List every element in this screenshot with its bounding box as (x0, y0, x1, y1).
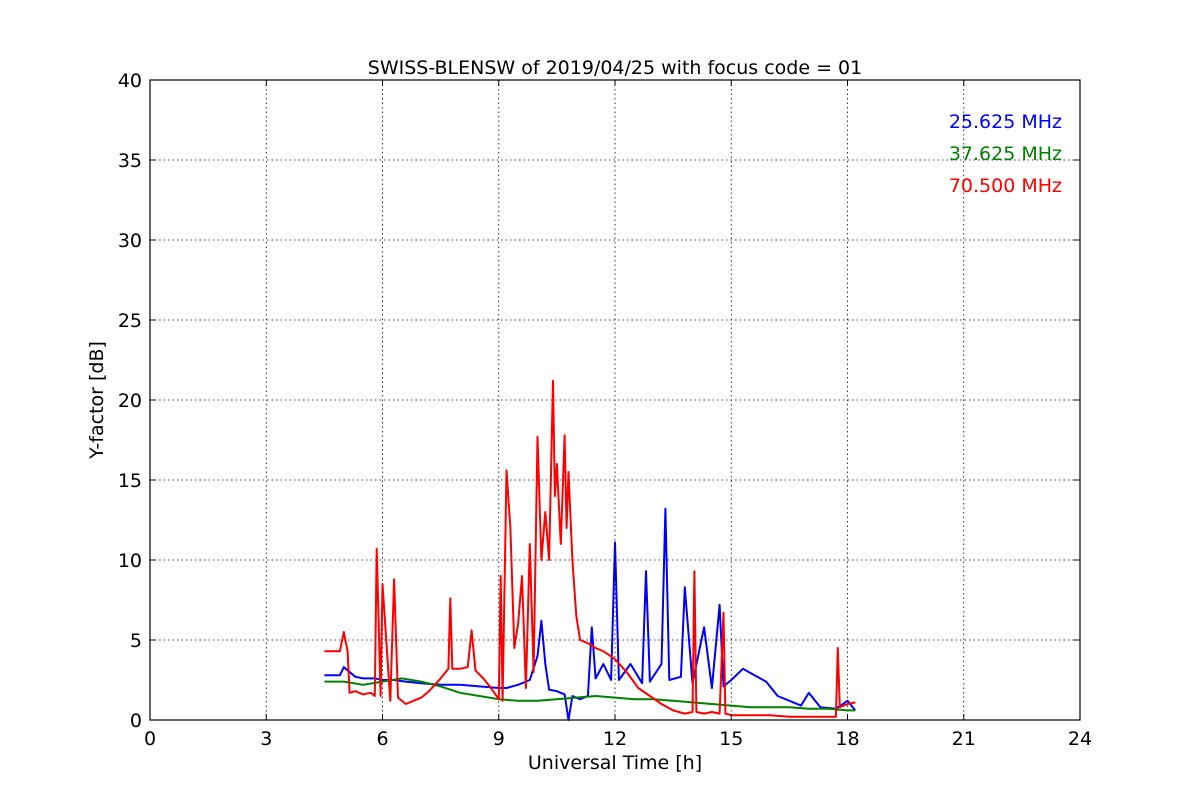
x-tick-label: 3 (260, 728, 272, 750)
series-group (324, 379, 857, 721)
y-tick-label: 20 (118, 390, 142, 412)
legend: 25.625 MHz 37.625 MHz 70.500 MHz (949, 111, 1062, 197)
series-line-37-625-mhz (324, 677, 856, 712)
x-tick-label: 0 (144, 728, 156, 750)
x-tick-label: 9 (493, 728, 505, 750)
legend-entry: 37.625 MHz (949, 143, 1062, 165)
grid-lines (149, 79, 1081, 721)
y-tick-label: 30 (118, 230, 142, 252)
legend-entry: 25.625 MHz (949, 111, 1062, 133)
y-tick-label: 10 (118, 550, 142, 572)
y-tick-label: 35 (118, 150, 142, 172)
y-axis-label: Y-factor [dB] (86, 341, 108, 460)
x-tick-label: 18 (835, 728, 859, 750)
x-axis-label: Universal Time [h] (528, 752, 702, 774)
x-tick-label: 21 (952, 728, 976, 750)
chart-title: SWISS-BLENSW of 2019/04/25 with focus co… (368, 57, 862, 79)
x-tick-label: 15 (719, 728, 743, 750)
x-tick-label: 12 (603, 728, 627, 750)
series-line-25-625-mhz (324, 507, 857, 721)
x-tick-label: 24 (1068, 728, 1092, 750)
ticks: 0 3 6 9 12 15 18 21 24 0 5 10 15 20 25 30 35 40 (118, 70, 1092, 750)
y-tick-label: 25 (118, 310, 142, 332)
x-tick-label: 6 (376, 728, 388, 750)
y-tick-label: 5 (130, 630, 142, 652)
y-tick-label: 40 (118, 70, 142, 92)
y-tick-label: 15 (118, 470, 142, 492)
y-tick-label: 0 (130, 710, 142, 732)
legend-entry: 70.500 MHz (949, 175, 1062, 197)
series-line-70-500-mhz (324, 379, 856, 718)
